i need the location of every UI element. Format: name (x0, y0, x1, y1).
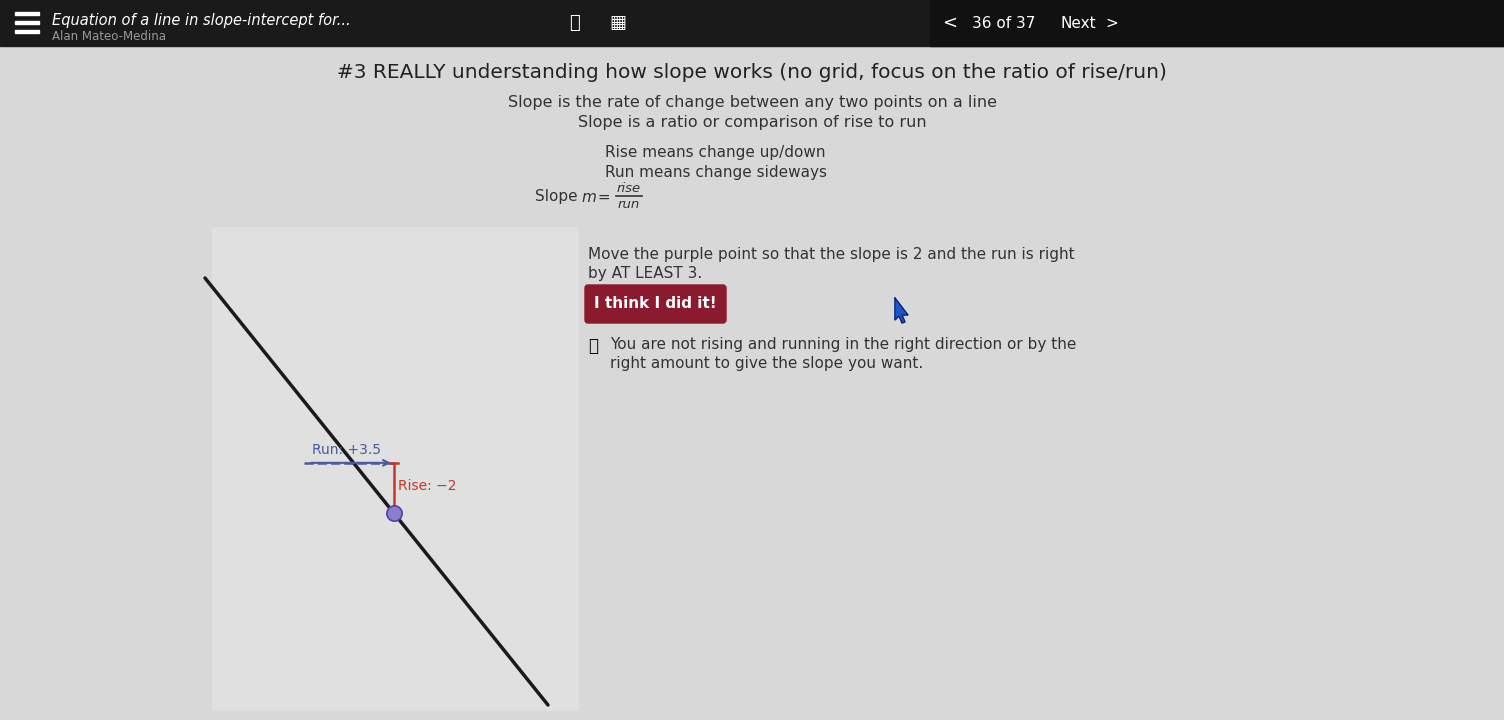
Text: ▦: ▦ (609, 14, 627, 32)
FancyBboxPatch shape (585, 285, 726, 323)
Text: run: run (618, 199, 641, 212)
Bar (214, 228, 578, 710)
Text: Equation of a line in slope-intercept for...: Equation of a line in slope-intercept fo… (53, 13, 350, 28)
Text: <: < (943, 14, 958, 32)
Text: m: m (581, 189, 596, 204)
Bar (15, 21, 39, 24)
Text: Slope is a ratio or comparison of rise to run: Slope is a ratio or comparison of rise t… (578, 114, 926, 130)
Text: Run: +3.5: Run: +3.5 (311, 443, 381, 457)
Text: You are not rising and running in the right direction or by the: You are not rising and running in the ri… (611, 337, 1077, 352)
Bar (15, 30, 39, 33)
Text: by AT LEAST 3.: by AT LEAST 3. (588, 266, 702, 281)
Text: 36 of 37: 36 of 37 (972, 16, 1036, 30)
Text: rise: rise (617, 182, 641, 196)
Text: Alan Mateo-Medina: Alan Mateo-Medina (53, 30, 165, 43)
Text: I think I did it!: I think I did it! (594, 297, 717, 312)
Text: ⤢: ⤢ (569, 14, 579, 32)
Bar (929, 0, 1504, 46)
Text: Next: Next (1060, 16, 1095, 30)
Text: Rise means change up/down: Rise means change up/down (605, 145, 826, 160)
Text: Slope is the rate of change between any two points on a line: Slope is the rate of change between any … (507, 96, 997, 110)
Text: Slope: Slope (535, 189, 582, 204)
Text: right amount to give the slope you want.: right amount to give the slope you want. (611, 356, 923, 371)
Text: =: = (593, 189, 615, 204)
Text: Rise: −2: Rise: −2 (397, 479, 456, 493)
Text: 🤔: 🤔 (588, 337, 599, 355)
Bar (15, 12, 39, 15)
Text: >: > (1105, 16, 1117, 30)
Text: Run means change sideways: Run means change sideways (605, 164, 827, 179)
Bar (0, 0, 1504, 46)
Text: #3 REALLY understanding how slope works (no grid, focus on the ratio of rise/run: #3 REALLY understanding how slope works … (337, 63, 1167, 83)
Text: Move the purple point so that the slope is 2 and the run is right: Move the purple point so that the slope … (588, 247, 1075, 262)
Polygon shape (895, 298, 908, 323)
